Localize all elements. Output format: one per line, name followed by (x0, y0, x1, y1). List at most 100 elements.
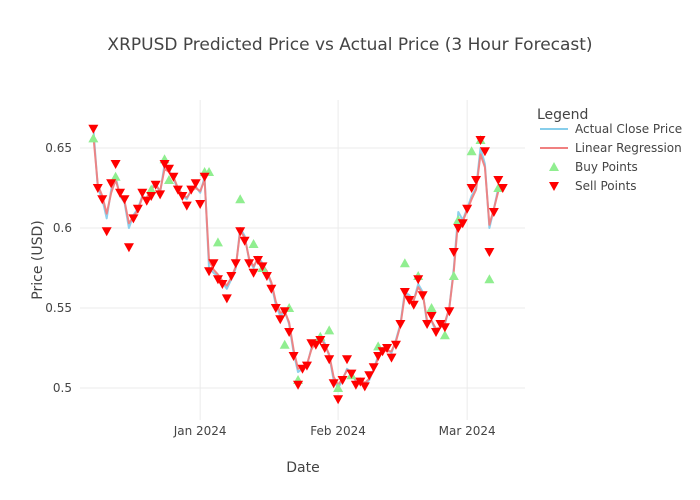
buy-points-marker (324, 325, 335, 335)
sell-points-marker (235, 227, 246, 237)
sell-points-marker (141, 196, 152, 206)
sell-points-marker (315, 336, 326, 345)
sell-points-marker (408, 300, 419, 310)
sell-points-marker (132, 204, 143, 214)
sell-points-marker (337, 376, 348, 385)
sell-points-marker (257, 262, 268, 272)
sell-points-marker (395, 320, 406, 329)
sell-points-marker (150, 180, 161, 190)
sell-points-marker (261, 272, 272, 281)
legend-swatch-marker (549, 162, 559, 171)
sell-points-marker (324, 355, 335, 365)
sell-points-marker (221, 294, 232, 304)
sell-points-marker (115, 188, 126, 198)
x-tick-label: Jan 2024 (173, 424, 227, 438)
sell-points-marker (426, 312, 437, 321)
legend-swatch-marker (549, 182, 559, 191)
legend-title: Legend (537, 107, 588, 123)
buy-points-marker (146, 184, 157, 194)
sell-points-marker (110, 160, 121, 169)
sell-points-marker (92, 184, 103, 193)
sell-points-marker (386, 353, 397, 363)
sell-points-marker (106, 179, 117, 189)
x-tick-label: Feb 2024 (310, 424, 366, 438)
sell-points-marker (155, 190, 166, 200)
sell-points-marker (479, 147, 490, 157)
sell-points-marker (168, 172, 179, 182)
buy-points-marker (448, 271, 459, 280)
sell-points-marker (270, 304, 281, 313)
buy-points-marker (164, 175, 174, 184)
sell-points-marker (137, 188, 148, 198)
sell-points-marker (431, 328, 441, 337)
sell-points-marker (164, 164, 174, 174)
sell-points-marker (275, 315, 286, 325)
sell-points-marker (404, 296, 415, 305)
sell-points-marker (88, 124, 99, 134)
sell-points-marker (453, 224, 464, 233)
sell-points-marker (244, 259, 255, 269)
sell-points-marker (212, 275, 223, 285)
sell-points-marker (208, 259, 219, 269)
sell-points-marker (422, 320, 433, 329)
sell-points-marker (190, 179, 201, 189)
sell-points-marker (101, 227, 112, 237)
sell-points-marker (146, 192, 157, 201)
sell-points-marker (373, 352, 384, 361)
sell-points-marker (230, 259, 241, 269)
sell-points-marker (382, 344, 393, 353)
x-tick-label: Mar 2024 (439, 424, 496, 438)
sell-points-marker (399, 288, 410, 297)
sell-points-marker (123, 243, 134, 253)
y-tick-label: 0.55 (45, 301, 72, 315)
buy-points-marker (279, 339, 290, 349)
legend-label: Actual Close Price (575, 122, 682, 136)
sell-points-marker (172, 185, 183, 195)
sell-points-marker (364, 371, 375, 381)
buy-points-marker (212, 237, 223, 247)
sell-points-marker (333, 395, 344, 405)
sell-points-marker (319, 344, 330, 353)
legend: Legend Actual Close Price Linear Regressi… (537, 107, 682, 193)
sell-points-marker (159, 160, 170, 169)
sell-points-marker (288, 352, 299, 361)
sell-points-marker (475, 136, 486, 145)
sell-points-marker (199, 172, 210, 182)
marker-layer (88, 124, 508, 405)
sell-points-marker (226, 272, 237, 281)
sell-points-marker (448, 248, 459, 257)
buy-points-marker (248, 239, 259, 248)
sell-points-marker (355, 377, 366, 387)
y-tick-label: 0.6 (53, 221, 72, 235)
buy-points-marker (333, 383, 344, 392)
buy-points-marker (110, 171, 121, 181)
sell-points-marker (497, 184, 508, 193)
sell-points-marker (186, 185, 197, 195)
sell-points-marker (301, 361, 312, 371)
sell-points-marker (466, 184, 477, 193)
sell-points-marker (493, 176, 504, 185)
sell-points-marker (266, 284, 277, 294)
buy-points-marker (88, 133, 99, 143)
sell-points-marker (346, 369, 357, 379)
sell-points-marker (484, 248, 495, 257)
sell-points-marker (279, 307, 290, 317)
sell-points-marker (217, 280, 228, 289)
legend-label: Linear Regression (575, 141, 682, 155)
sell-points-marker (417, 291, 428, 301)
sell-points-marker (368, 363, 379, 373)
legend-item-linear-regression: Linear Regression (540, 141, 682, 155)
sell-points-marker (97, 195, 108, 205)
legend-label: Sell Points (575, 179, 637, 193)
chart-title: XRPUSD Predicted Price vs Actual Price (… (107, 35, 592, 55)
sell-points-marker (310, 340, 321, 350)
sell-points-marker (471, 176, 482, 185)
sell-points-marker (413, 275, 424, 285)
sell-points-marker (284, 328, 295, 337)
linear-regression-line (92, 135, 504, 386)
sell-points-marker (390, 340, 401, 350)
sell-points-marker (195, 200, 206, 209)
sell-points-marker (342, 355, 352, 365)
legend-item-sell-points: Sell Points (549, 179, 637, 193)
